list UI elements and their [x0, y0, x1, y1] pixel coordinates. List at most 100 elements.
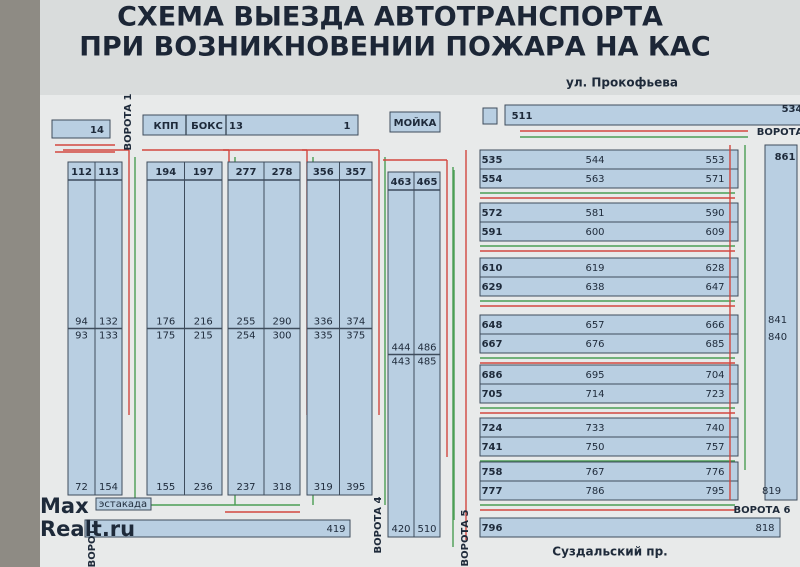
label: 215	[194, 331, 213, 342]
label: 648	[482, 320, 503, 331]
label: 318	[272, 482, 291, 493]
label: 535	[482, 155, 503, 166]
label: 444	[391, 343, 410, 354]
label: 336	[314, 317, 333, 328]
slot-block	[479, 461, 739, 482]
street-bottom: Суздальский пр.	[552, 545, 667, 559]
label: 786	[585, 486, 604, 497]
label: 861	[775, 152, 796, 163]
label: 93	[75, 331, 88, 342]
slot-block	[95, 497, 152, 511]
label: 176	[156, 317, 175, 328]
label: 1	[344, 121, 351, 132]
gate-label: ВОРОТА 4	[373, 496, 384, 553]
label: 113	[98, 167, 119, 178]
label: 667	[482, 339, 503, 350]
label: 840	[768, 332, 787, 343]
label: 776	[705, 467, 724, 478]
label: 581	[585, 208, 604, 219]
slot-block	[764, 144, 798, 501]
label: 534	[782, 104, 800, 115]
slot-block	[142, 114, 359, 136]
slot-block	[479, 257, 739, 278]
label: 94	[75, 317, 88, 328]
label: 300	[272, 331, 291, 342]
label: 819	[762, 486, 781, 497]
label: 714	[585, 389, 604, 400]
label: 818	[755, 523, 774, 534]
slot-block	[504, 104, 800, 126]
slot-block	[389, 111, 441, 133]
label: 486	[417, 343, 436, 354]
title-line: ПРИ ВОЗНИКНОВЕНИИ ПОЖАРА НА КАС	[79, 32, 710, 63]
label: 485	[417, 357, 436, 368]
label: БОКС	[191, 121, 223, 132]
title-line: СХЕМА ВЫЕЗДА АВТОТРАНСПОРТА	[117, 2, 663, 33]
slot-block	[479, 517, 781, 538]
label: 724	[482, 423, 503, 434]
label: 666	[705, 320, 724, 331]
label: 676	[585, 339, 604, 350]
label: 216	[194, 317, 213, 328]
slot-block	[479, 149, 739, 170]
label: 628	[705, 263, 724, 274]
label: 277	[236, 167, 257, 178]
label: 733	[585, 423, 604, 434]
label: 237	[236, 482, 255, 493]
label: 572	[482, 208, 503, 219]
label: 619	[585, 263, 604, 274]
label: 767	[585, 467, 604, 478]
gate-label: ВОРОТА 5	[460, 509, 471, 566]
label: 132	[99, 317, 118, 328]
label: 335	[314, 331, 333, 342]
label: 757	[705, 442, 724, 453]
label: 795	[705, 486, 724, 497]
label: 395	[346, 482, 365, 493]
label: 777	[482, 486, 503, 497]
slot-block	[479, 314, 739, 335]
label: 609	[705, 227, 724, 238]
slot-block	[479, 168, 739, 189]
label: 740	[705, 423, 724, 434]
street-top: ул. Прокофьева	[566, 76, 678, 90]
slot-block	[51, 119, 111, 139]
label: 638	[585, 282, 604, 293]
label: 255	[236, 317, 255, 328]
label: 278	[272, 167, 293, 178]
gate-label: ВОРОТА 1	[123, 93, 134, 150]
label: 685	[705, 339, 724, 350]
label: 465	[417, 177, 438, 188]
label: 750	[585, 442, 604, 453]
label: КПП	[154, 121, 179, 132]
label: 741	[482, 442, 503, 453]
label: 175	[156, 331, 175, 342]
label: 705	[482, 389, 503, 400]
watermark: Max	[40, 494, 89, 518]
label: 510	[417, 524, 436, 535]
slot-block	[479, 436, 739, 457]
label: 563	[585, 174, 604, 185]
slot-block	[479, 276, 739, 297]
slot-block	[479, 383, 739, 404]
label: 319	[314, 482, 333, 493]
slot-block	[84, 519, 351, 538]
label: 112	[71, 167, 92, 178]
label: 133	[99, 331, 118, 342]
label: 254	[236, 331, 255, 342]
label: 704	[705, 370, 724, 381]
label: 374	[346, 317, 365, 328]
label: 796	[482, 523, 503, 534]
label: 591	[482, 227, 503, 238]
wood-frame	[0, 0, 40, 567]
slot-block	[479, 417, 739, 438]
label: 610	[482, 263, 503, 274]
label: 154	[99, 482, 118, 493]
label: 723	[705, 389, 724, 400]
slot-block	[479, 221, 739, 242]
gate-label: ВОРОТ	[87, 528, 98, 567]
label: 463	[391, 177, 412, 188]
label: 197	[193, 167, 214, 178]
label: 419	[326, 524, 345, 535]
label: 420	[391, 524, 410, 535]
label: 194	[155, 167, 176, 178]
